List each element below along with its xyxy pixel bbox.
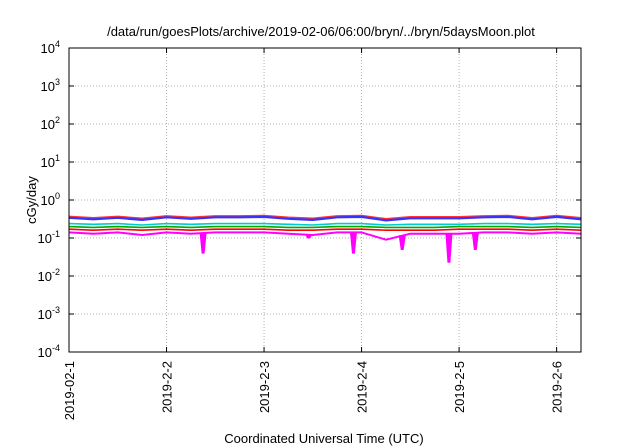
- y-tick-label: 103: [41, 77, 60, 94]
- series-line: [68, 225, 582, 229]
- x-tick-label: 2019-2-3: [257, 361, 272, 413]
- y-tick-label: 10-2: [38, 267, 60, 284]
- series-dip: [304, 234, 313, 239]
- series-line: [68, 215, 582, 222]
- y-tick-label: 10-4: [38, 343, 60, 360]
- series-dip: [445, 233, 453, 263]
- y-axis-label: cGy/day: [24, 176, 39, 224]
- y-tick-label: 100: [41, 191, 60, 208]
- series-dip: [199, 232, 207, 254]
- series-dip: [349, 231, 357, 254]
- y-tick-label: 102: [41, 115, 60, 132]
- axis-ticks: 10-4 10-3 10-2 10-1 100 101 102 103 104 2019-02-1…: [38, 39, 581, 420]
- x-tick-label: 2019-2-6: [550, 361, 565, 413]
- y-tick-label: 101: [41, 153, 60, 170]
- x-tick-label: 2019-2-4: [355, 361, 370, 413]
- x-tick-label: 2019-2-2: [160, 361, 175, 413]
- x-tick-label: 2019-2-5: [452, 361, 467, 413]
- y-tick-label: 104: [41, 39, 60, 56]
- series-dip: [398, 235, 406, 250]
- series-line: [68, 228, 582, 231]
- x-tick-label: 2019-02-1: [62, 361, 77, 420]
- plot-frame: [68, 47, 582, 353]
- y-tick-label: 10-3: [38, 305, 60, 322]
- series-line: [68, 222, 582, 226]
- y-tick-label: 10-1: [38, 229, 60, 246]
- grid-lines: [69, 48, 581, 352]
- chart-title: /data/run/goesPlots/archive/2019-02-06/0…: [107, 24, 535, 39]
- series-line: [68, 231, 582, 241]
- data-series: [68, 214, 582, 263]
- series-dip: [471, 232, 479, 250]
- x-axis-label: Coordinated Universal Time (UTC): [224, 431, 423, 446]
